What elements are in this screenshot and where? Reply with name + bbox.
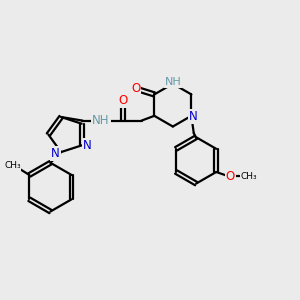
Text: O: O [226,170,235,183]
Text: O: O [118,94,128,107]
Text: NH: NH [92,114,110,127]
Text: N: N [188,110,197,123]
Text: N: N [51,147,60,160]
Text: N: N [83,139,92,152]
Text: O: O [131,82,140,95]
Text: CH₃: CH₃ [4,161,21,170]
Text: CH₃: CH₃ [241,172,257,181]
Text: NH: NH [164,77,181,87]
